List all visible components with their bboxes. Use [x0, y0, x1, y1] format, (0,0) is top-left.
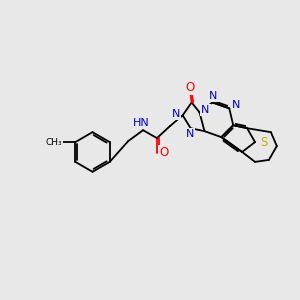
- Text: CH₃: CH₃: [45, 138, 62, 147]
- Text: N: N: [232, 100, 240, 110]
- Text: HN: HN: [133, 118, 149, 128]
- Text: N: N: [201, 105, 210, 116]
- Text: O: O: [159, 146, 169, 160]
- Text: N: N: [209, 91, 218, 100]
- Text: N: N: [185, 129, 194, 139]
- Text: S: S: [260, 136, 268, 148]
- Text: N: N: [172, 109, 180, 119]
- Text: O: O: [185, 81, 194, 94]
